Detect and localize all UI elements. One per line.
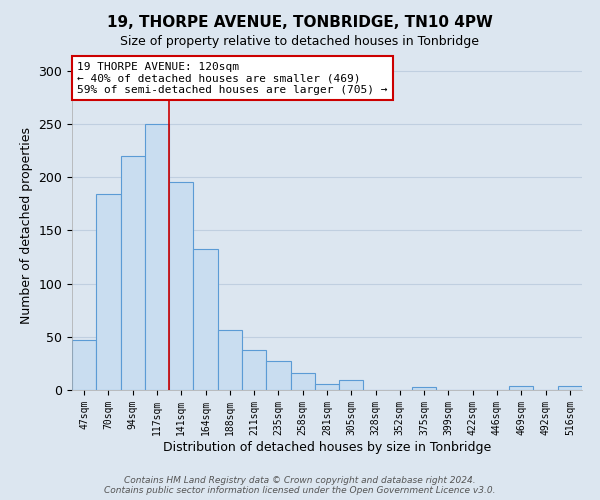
Bar	[290, 373, 315, 390]
Bar	[412, 387, 436, 390]
Bar	[72, 340, 96, 390]
Bar	[242, 350, 266, 390]
Bar	[315, 384, 339, 390]
Bar	[509, 386, 533, 390]
Text: Size of property relative to detached houses in Tonbridge: Size of property relative to detached ho…	[121, 35, 479, 48]
Bar	[169, 182, 193, 390]
Bar	[218, 330, 242, 390]
Bar	[558, 386, 582, 390]
Bar	[121, 156, 145, 390]
Text: 19, THORPE AVENUE, TONBRIDGE, TN10 4PW: 19, THORPE AVENUE, TONBRIDGE, TN10 4PW	[107, 15, 493, 30]
Bar	[145, 124, 169, 390]
Bar	[96, 194, 121, 390]
Bar	[266, 362, 290, 390]
X-axis label: Distribution of detached houses by size in Tonbridge: Distribution of detached houses by size …	[163, 440, 491, 454]
Bar	[193, 250, 218, 390]
Text: 19 THORPE AVENUE: 120sqm
← 40% of detached houses are smaller (469)
59% of semi-: 19 THORPE AVENUE: 120sqm ← 40% of detach…	[77, 62, 388, 95]
Text: Contains HM Land Registry data © Crown copyright and database right 2024.
Contai: Contains HM Land Registry data © Crown c…	[104, 476, 496, 495]
Bar	[339, 380, 364, 390]
Y-axis label: Number of detached properties: Number of detached properties	[20, 126, 33, 324]
